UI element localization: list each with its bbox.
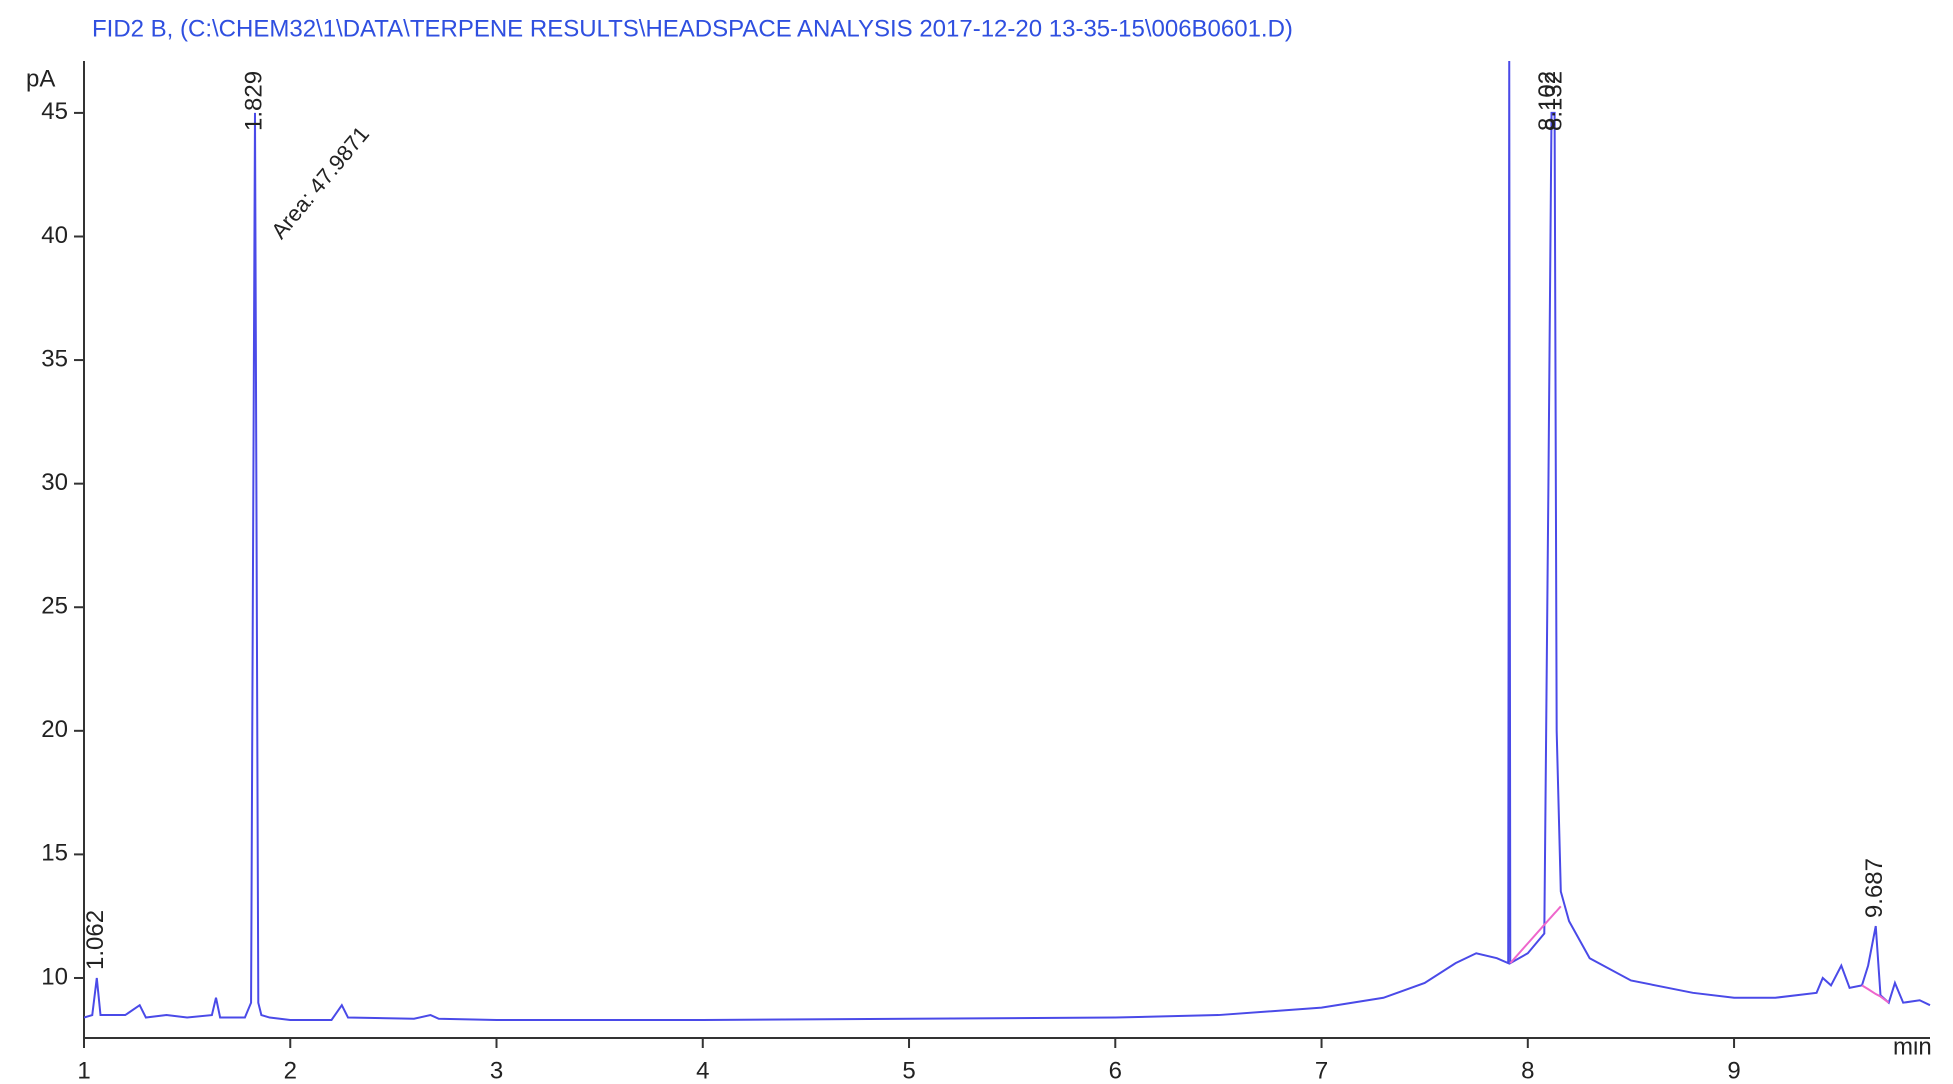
area-annotation: Area: 47.9871 [266,121,374,243]
x-tick-label: 6 [1109,1057,1122,1084]
x-tick-label: 4 [696,1057,709,1084]
x-tick-label: 1 [77,1057,90,1084]
x-tick-label: 9 [1727,1057,1740,1084]
peak-label: 8.132 [1540,71,1567,131]
x-tick-label: 3 [490,1057,503,1084]
peak-label: 8.102 [1534,71,1561,131]
plot-area [84,61,1931,1021]
x-tick-label: 5 [902,1057,915,1084]
y-tick-label: 35 [41,345,68,372]
y-tick-label: 40 [41,222,68,249]
trace [1509,905,1890,1004]
x-tick-label: 7 [1315,1057,1328,1084]
chart-title: FID2 B, (C:\CHEM32\1\DATA\TERPENE RESULT… [92,15,1293,42]
trace [84,61,1931,1021]
y-tick-label: 30 [41,469,68,496]
peak-label: 1.829 [240,71,267,131]
peak-label: 9.687 [1861,858,1888,918]
y-axis-label: pA [26,65,55,92]
peak-label: 1.062 [82,910,109,970]
x-tick-label: 8 [1521,1057,1534,1084]
y-tick-label: 25 [41,593,68,620]
y-tick-label: 45 [41,98,68,125]
x-tick-label: 2 [284,1057,297,1084]
y-tick-label: 10 [41,963,68,990]
y-tick-label: 15 [41,840,68,867]
y-tick-label: 20 [41,716,68,743]
